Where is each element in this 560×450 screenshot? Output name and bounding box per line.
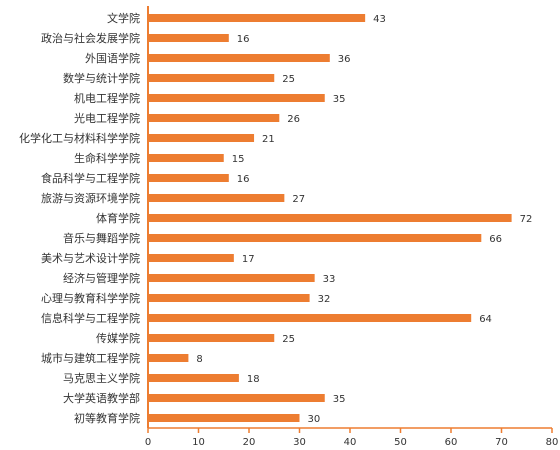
value-label-11: 66 [489, 234, 502, 245]
bar-18 [148, 374, 239, 382]
category-label-3: 数学与统计学院 [63, 71, 140, 85]
x-tick-label-7: 70 [495, 437, 508, 448]
value-label-16: 25 [282, 334, 295, 345]
x-tick-label-2: 20 [243, 437, 256, 448]
category-label-1: 政治与社会发展学院 [41, 31, 140, 45]
category-label-8: 食品科学与工程学院 [41, 171, 140, 185]
bar-20 [148, 414, 300, 422]
x-tick-label-8: 80 [546, 437, 559, 448]
bar-8 [148, 174, 229, 182]
value-label-4: 35 [333, 94, 346, 105]
bar-13 [148, 274, 315, 282]
value-label-15: 64 [479, 314, 492, 325]
bar-2 [148, 54, 330, 62]
bar-1 [148, 34, 229, 42]
bar-17 [148, 354, 189, 362]
x-tick-label-3: 30 [293, 437, 306, 448]
category-label-7: 生命科学学院 [74, 151, 140, 165]
category-label-9: 旅游与资源环境学院 [41, 191, 140, 205]
category-label-19: 大学英语教学部 [63, 391, 140, 405]
value-label-7: 15 [232, 154, 245, 165]
category-label-15: 信息科学与工程学院 [41, 311, 140, 325]
category-label-4: 机电工程学院 [74, 91, 140, 105]
value-label-17: 8 [196, 354, 202, 365]
x-tick-label-6: 60 [445, 437, 458, 448]
bar-3 [148, 74, 275, 82]
value-label-18: 18 [247, 374, 260, 385]
category-label-17: 城市与建筑工程学院 [41, 351, 140, 365]
category-label-2: 外国语学院 [85, 51, 140, 65]
bar-4 [148, 94, 325, 102]
category-label-11: 音乐与舞蹈学院 [63, 231, 140, 245]
bar-16 [148, 334, 275, 342]
value-label-19: 35 [333, 394, 346, 405]
value-label-9: 27 [292, 194, 305, 205]
value-label-14: 32 [318, 294, 331, 305]
bar-6 [148, 134, 255, 142]
bar-10 [148, 214, 512, 222]
category-label-18: 马克思主义学院 [63, 371, 140, 385]
x-tick-label-0: 0 [145, 437, 151, 448]
category-label-16: 传媒学院 [96, 331, 140, 345]
x-tick-label-4: 40 [344, 437, 357, 448]
category-label-13: 经济与管理学院 [63, 271, 140, 285]
value-label-1: 16 [237, 34, 250, 45]
category-label-0: 文学院 [107, 11, 140, 25]
category-label-12: 美术与艺术设计学院 [41, 251, 140, 265]
bar-7 [148, 154, 224, 162]
value-label-10: 72 [520, 214, 533, 225]
category-label-20: 初等教育学院 [74, 411, 140, 425]
value-label-0: 43 [373, 14, 386, 25]
bar-0 [148, 14, 366, 22]
bar-19 [148, 394, 325, 402]
value-label-6: 21 [262, 134, 275, 145]
bar-9 [148, 194, 285, 202]
value-label-12: 17 [242, 254, 255, 265]
bar-12 [148, 254, 234, 262]
x-tick-label-1: 10 [192, 437, 205, 448]
category-label-10: 体育学院 [96, 211, 140, 225]
bar-15 [148, 314, 472, 322]
value-label-20: 30 [308, 414, 321, 425]
category-label-5: 光电工程学院 [74, 111, 140, 125]
value-label-8: 16 [237, 174, 250, 185]
value-label-2: 36 [338, 54, 351, 65]
value-label-3: 25 [282, 74, 295, 85]
value-label-13: 33 [323, 274, 336, 285]
bar-11 [148, 234, 482, 242]
bar-14 [148, 294, 310, 302]
category-label-14: 心理与教育科学学院 [41, 291, 140, 305]
x-tick-label-5: 50 [394, 437, 407, 448]
value-label-5: 26 [287, 114, 300, 125]
category-label-6: 化学化工与材料科学学院 [19, 131, 140, 145]
bar-5 [148, 114, 280, 122]
